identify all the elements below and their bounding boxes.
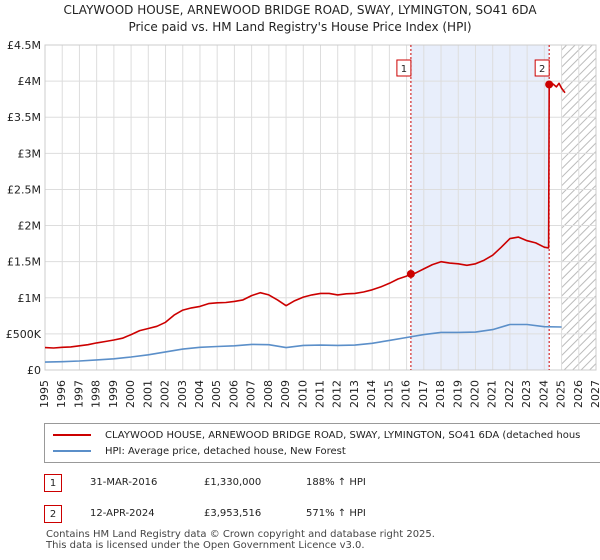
- x-tick-label: 2018: [434, 380, 447, 408]
- x-tick-label: 2012: [331, 380, 344, 408]
- x-tick-label: 2020: [468, 380, 481, 408]
- marker-label: 1: [401, 64, 407, 75]
- y-tick-label: £1M: [18, 292, 42, 305]
- x-tick-label: 2002: [159, 380, 172, 408]
- transaction-badge: 1: [44, 474, 62, 492]
- sale-point: [406, 269, 415, 278]
- marker-label: 2: [539, 64, 545, 75]
- footer-line: This data is licensed under the Open Gov…: [46, 540, 365, 551]
- transaction-date: 31-MAR-2016: [90, 477, 158, 488]
- x-tick-label: 2026: [572, 380, 585, 408]
- x-tick-label: 2024: [537, 380, 550, 408]
- legend: CLAYWOOD HOUSE, ARNEWOOD BRIDGE ROAD, SW…: [44, 423, 600, 463]
- x-tick-label: 2004: [193, 380, 206, 408]
- marker-box: [534, 59, 550, 77]
- x-tick-label: 2021: [486, 380, 499, 408]
- x-tick-label: 2014: [365, 380, 378, 408]
- hpi-line: [44, 323, 562, 363]
- x-tick-label: 2027: [589, 380, 600, 408]
- legend-label-property: CLAYWOOD HOUSE, ARNEWOOD BRIDGE ROAD, SW…: [105, 430, 581, 441]
- y-tick-label: £4.5M: [7, 39, 41, 52]
- x-tick-label: 2006: [227, 380, 240, 408]
- plot-border: [44, 44, 597, 371]
- y-tick-label: £0: [27, 364, 41, 377]
- chart-subtitle: Price paid vs. HM Land Registry's House …: [128, 20, 472, 34]
- transaction-hpi: 188% ↑ HPI: [306, 477, 366, 488]
- x-tick-label: 2001: [141, 380, 154, 408]
- y-tick-label: £4M: [18, 75, 42, 88]
- legend-item-property: CLAYWOOD HOUSE, ARNEWOOD BRIDGE ROAD, SW…: [53, 429, 580, 443]
- x-tick-label: 2000: [124, 380, 137, 408]
- x-tick-label: 2003: [176, 380, 189, 408]
- x-tick-label: 2019: [451, 380, 464, 408]
- x-tick-label: 2015: [382, 380, 395, 408]
- x-tick-label: 2023: [520, 380, 533, 408]
- transaction-price: £3,953,516: [204, 508, 262, 519]
- footer-copyright: Contains HM Land Registry data © Crown c…: [46, 529, 435, 551]
- y-tick-label: £3M: [18, 147, 42, 160]
- x-tick-label: 2005: [210, 380, 223, 408]
- x-tick-label: 1995: [38, 380, 51, 408]
- x-tick-label: 2009: [279, 380, 292, 408]
- x-tick-label: 2013: [348, 380, 361, 408]
- sale-point: [545, 80, 554, 89]
- x-tick-label: 2017: [417, 380, 430, 408]
- y-tick-label: £3.5M: [7, 111, 41, 124]
- x-tick-label: 1996: [55, 380, 68, 408]
- x-tick-label: 2007: [245, 380, 258, 408]
- footer-line: Contains HM Land Registry data © Crown c…: [46, 529, 435, 540]
- price-chart: £0 £500K £1M £1.5M £2M £2.5M £3M £3.5M £4M £4.5M 1…: [6, 39, 600, 408]
- y-tick-label: £2.5M: [7, 183, 41, 196]
- legend-item-hpi: HPI: Average price, detached house, New …: [53, 445, 346, 459]
- x-tick-label: 1999: [107, 380, 120, 408]
- y-tick-label: £1.5M: [7, 256, 41, 269]
- x-tick-label: 2011: [314, 380, 327, 408]
- x-tick-label: 2016: [400, 380, 413, 408]
- x-tick-label: 1997: [72, 380, 85, 408]
- x-tick-label: 2025: [555, 380, 568, 408]
- transaction-hpi: 571% ↑ HPI: [306, 508, 366, 519]
- x-tick-label: 1998: [90, 380, 103, 408]
- x-tick-label: 2022: [503, 380, 516, 408]
- x-tick-label: 2008: [262, 380, 275, 408]
- sale-period-shade: [410, 45, 550, 370]
- property-price-line: [44, 82, 566, 349]
- y-tick-label: £2M: [18, 220, 42, 233]
- legend-label-hpi: HPI: Average price, detached house, New …: [105, 446, 346, 457]
- transaction-badge: 2: [44, 505, 62, 523]
- transaction-price: £1,330,000: [204, 477, 262, 488]
- chart-title: CLAYWOOD HOUSE, ARNEWOOD BRIDGE ROAD, SW…: [63, 3, 537, 17]
- marker-box: [396, 59, 412, 77]
- legend-swatch-property: [53, 434, 91, 436]
- transaction-date: 12-APR-2024: [90, 508, 155, 519]
- legend-swatch-hpi: [53, 450, 91, 452]
- y-tick-label: £500K: [6, 328, 42, 341]
- x-tick-label: 2010: [296, 380, 309, 408]
